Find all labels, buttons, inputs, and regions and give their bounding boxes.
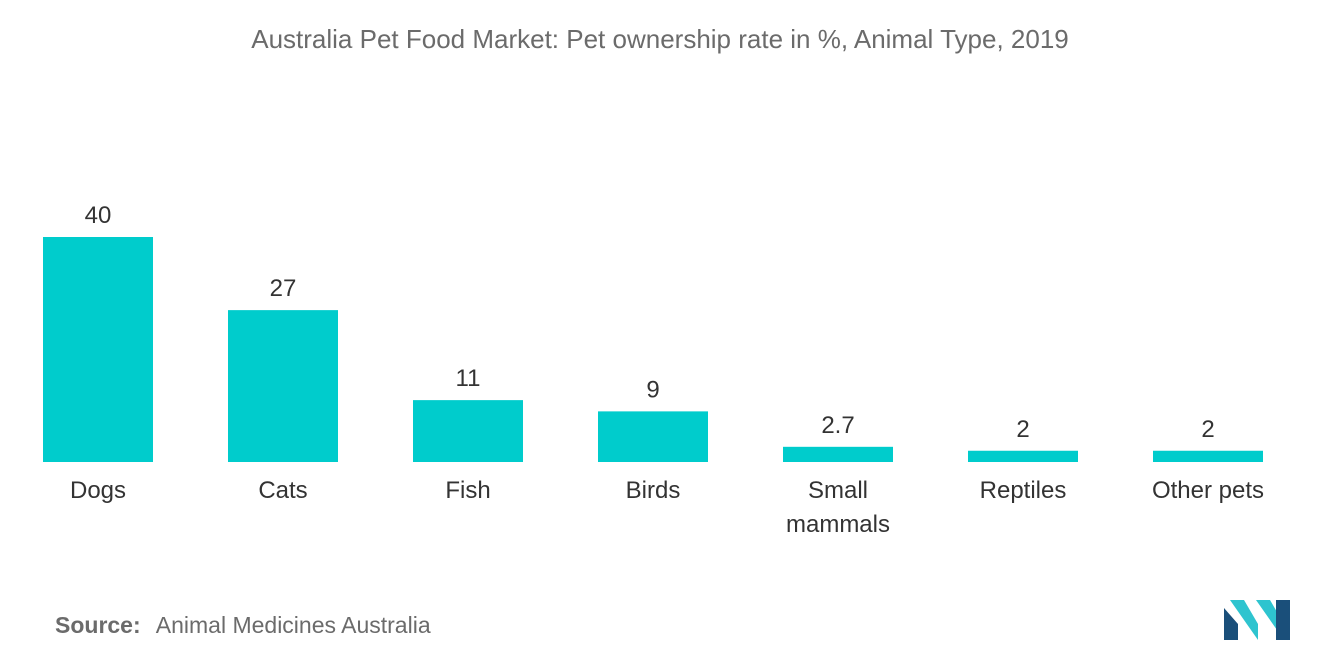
logo-shape-mid-left: [1230, 600, 1258, 640]
chart-title: Australia Pet Food Market: Pet ownership…: [251, 24, 1069, 54]
category-label: Fish: [445, 477, 490, 504]
logo-shape-right: [1276, 600, 1290, 640]
bar-cats: [228, 310, 338, 462]
source-note: Source: Animal Medicines Australia: [55, 612, 431, 639]
mordor-intelligence-logo-icon: [1224, 600, 1290, 640]
data-label: 40: [85, 202, 112, 229]
data-label: 2: [1201, 416, 1214, 443]
bar-reptiles: [968, 450, 1078, 462]
data-label: 2: [1016, 416, 1029, 443]
bar-birds: [598, 411, 708, 462]
bar-dogs: [43, 237, 153, 462]
bar-other-pets: [1153, 450, 1263, 462]
data-label: 9: [646, 376, 659, 403]
bar-chart: 40 Dogs 27 Cats 11 Fish 9 Birds 2.7 Small mammals 2…: [43, 202, 1264, 538]
logo-shape-left: [1224, 608, 1238, 640]
category-label: Reptiles: [980, 477, 1067, 504]
data-label: 2.7: [821, 412, 854, 439]
bar-small-mammals: [783, 446, 893, 462]
category-label: Birds: [626, 477, 681, 504]
category-label: Cats: [258, 477, 307, 504]
bar-fish: [413, 400, 523, 462]
source-text: Animal Medicines Australia: [155, 612, 431, 638]
category-label: mammals: [786, 511, 890, 538]
data-label: 11: [456, 365, 481, 392]
data-label: 27: [270, 275, 297, 302]
source-label: Source:: [55, 612, 141, 638]
category-label: Other pets: [1152, 477, 1264, 504]
category-label: Small: [808, 477, 868, 504]
category-label: Dogs: [70, 477, 126, 504]
